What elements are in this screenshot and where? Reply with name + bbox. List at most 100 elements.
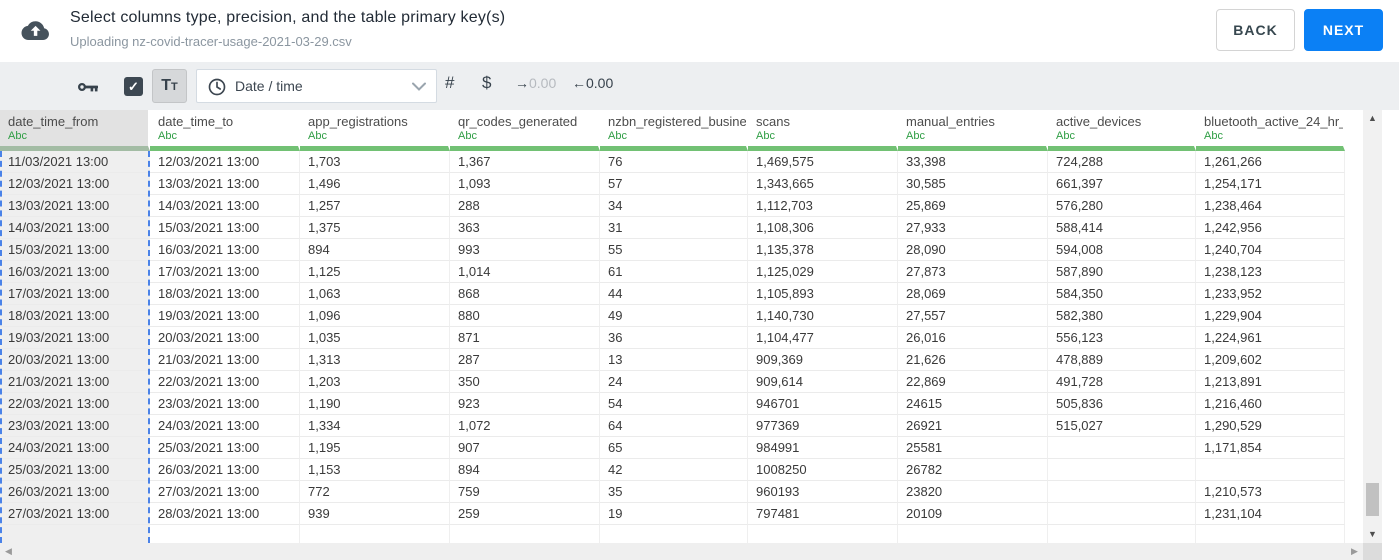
table-cell: 57: [600, 173, 748, 195]
table-cell: 515,027: [1048, 415, 1196, 437]
column-header-active_devices[interactable]: active_devices Abc: [1048, 110, 1196, 151]
table-cell: 28,069: [898, 283, 1048, 305]
table-cell: 894: [300, 239, 450, 261]
primary-key-checkbox[interactable]: ✓: [124, 77, 143, 96]
column-header-scans[interactable]: scans Abc: [748, 110, 898, 151]
column-header-app_registrations[interactable]: app_registrations Abc: [300, 110, 450, 151]
column-type-badge: Abc: [158, 130, 177, 142]
table-cell: 288: [450, 195, 600, 217]
table-row: 24/03/2021 13:00 25/03/2021 13:00 1,195 907…: [0, 437, 1345, 459]
table-cell: 26/03/2021 13:00: [150, 459, 300, 481]
table-row: 16/03/2021 13:00 17/03/2021 13:00 1,125 1,0…: [0, 261, 1345, 283]
table-cell: 1,238,464: [1196, 195, 1345, 217]
text-type-button[interactable]: TT: [152, 69, 187, 103]
column-name: bluetooth_active_24_hr_: [1204, 114, 1345, 129]
number-type-button[interactable]: #: [445, 73, 455, 92]
table-cell: 1,334: [300, 415, 450, 437]
currency-type-button[interactable]: $: [482, 73, 492, 92]
scroll-left-arrow-icon[interactable]: ◀: [5, 546, 12, 556]
table-cell: 1,290,529: [1196, 415, 1345, 437]
table-cell: 22/03/2021 13:00: [0, 393, 150, 415]
column-name: nzbn_registered_busine: [608, 114, 747, 129]
table-cell: [1048, 437, 1196, 459]
table-cell: 1,135,378: [748, 239, 898, 261]
vertical-scrollbar[interactable]: ▲ ▼: [1363, 110, 1382, 543]
table-cell: 1,140,730: [748, 305, 898, 327]
table-cell: 24: [600, 371, 748, 393]
table-cell: 993: [450, 239, 600, 261]
table-cell: 1,190: [300, 393, 450, 415]
vertical-scrollbar-thumb[interactable]: [1366, 483, 1379, 516]
table-cell: [1048, 525, 1196, 543]
table-cell: 363: [450, 217, 600, 239]
table-cell: 939: [300, 503, 450, 525]
column-header-nzbn_registered_busine[interactable]: nzbn_registered_busine Abc: [600, 110, 748, 151]
column-header-date_time_to[interactable]: date_time_to Abc: [150, 110, 300, 151]
table-cell: 797481: [748, 503, 898, 525]
table-cell: 960193: [748, 481, 898, 503]
table-row: 18/03/2021 13:00 19/03/2021 13:00 1,096 880…: [0, 305, 1345, 327]
table-cell: 1008250: [748, 459, 898, 481]
table-row: 12/03/2021 13:00 13/03/2021 13:00 1,496 1,0…: [0, 173, 1345, 195]
column-name: date_time_from: [8, 114, 99, 129]
table-cell: 1,231,104: [1196, 503, 1345, 525]
table-cell: 25581: [898, 437, 1048, 459]
table-cell: 26782: [898, 459, 1048, 481]
table-cell: 661,397: [1048, 173, 1196, 195]
table-cell: 19: [600, 503, 748, 525]
table-cell: 946701: [748, 393, 898, 415]
table-cell: 76: [600, 151, 748, 173]
table-cell: 505,836: [1048, 393, 1196, 415]
page-title: Select columns type, precision, and the …: [70, 9, 506, 26]
table-cell: 21/03/2021 13:00: [150, 349, 300, 371]
horizontal-scrollbar[interactable]: ◀ ▶: [0, 543, 1363, 560]
table-cell: 587,890: [1048, 261, 1196, 283]
table-cell: 24/03/2021 13:00: [150, 415, 300, 437]
column-name: app_registrations: [308, 114, 408, 129]
table-cell: 25,869: [898, 195, 1048, 217]
table-cell: 15/03/2021 13:00: [150, 217, 300, 239]
table-cell: 27/03/2021 13:00: [0, 503, 150, 525]
scroll-right-arrow-icon[interactable]: ▶: [1351, 546, 1358, 556]
column-type-dropdown[interactable]: Date / time: [196, 69, 437, 103]
column-type-badge: Abc: [458, 130, 477, 142]
table-cell: 1,213,891: [1196, 371, 1345, 393]
check-icon: ✓: [128, 79, 139, 94]
back-button[interactable]: BACK: [1216, 9, 1295, 51]
column-header-manual_entries[interactable]: manual_entries Abc: [898, 110, 1048, 151]
table-cell: [0, 525, 150, 543]
scroll-down-arrow-icon[interactable]: ▼: [1368, 529, 1377, 539]
table-cell: 1,313: [300, 349, 450, 371]
table-cell: 19/03/2021 13:00: [150, 305, 300, 327]
table-cell: 1,209,602: [1196, 349, 1345, 371]
table-cell: 14/03/2021 13:00: [150, 195, 300, 217]
table-cell: 22,869: [898, 371, 1048, 393]
table-cell: 1,257: [300, 195, 450, 217]
table-cell: 61: [600, 261, 748, 283]
table-row: 17/03/2021 13:00 18/03/2021 13:00 1,063 868…: [0, 283, 1345, 305]
table-cell: 1,195: [300, 437, 450, 459]
table-cell: 1,343,665: [748, 173, 898, 195]
table-cell: 64: [600, 415, 748, 437]
table-cell: [1048, 481, 1196, 503]
column-header-bluetooth_active_24_hr_[interactable]: bluetooth_active_24_hr_ Abc: [1196, 110, 1345, 151]
table-row: 14/03/2021 13:00 15/03/2021 13:00 1,375 363…: [0, 217, 1345, 239]
table-cell: 759: [450, 481, 600, 503]
table-cell: 1,261,266: [1196, 151, 1345, 173]
table-cell: 1,203: [300, 371, 450, 393]
table-cell: 491,728: [1048, 371, 1196, 393]
table-cell: 1,104,477: [748, 327, 898, 349]
column-header-date_time_from[interactable]: date_time_from Abc: [0, 110, 150, 151]
table-cell: 18/03/2021 13:00: [150, 283, 300, 305]
table-row: 19/03/2021 13:00 20/03/2021 13:00 1,035 871…: [0, 327, 1345, 349]
next-button[interactable]: NEXT: [1304, 9, 1383, 51]
table-cell: 65: [600, 437, 748, 459]
column-header-qr_codes_generated[interactable]: qr_codes_generated Abc: [450, 110, 600, 151]
primary-key-icon[interactable]: [76, 75, 100, 99]
scroll-up-arrow-icon[interactable]: ▲: [1368, 113, 1377, 123]
column-name: date_time_to: [158, 114, 234, 129]
increase-decimal-button[interactable]: →0.00: [515, 75, 557, 91]
table-cell: 582,380: [1048, 305, 1196, 327]
clock-icon: [208, 78, 226, 96]
decrease-decimal-button[interactable]: ←0.00: [572, 75, 614, 91]
